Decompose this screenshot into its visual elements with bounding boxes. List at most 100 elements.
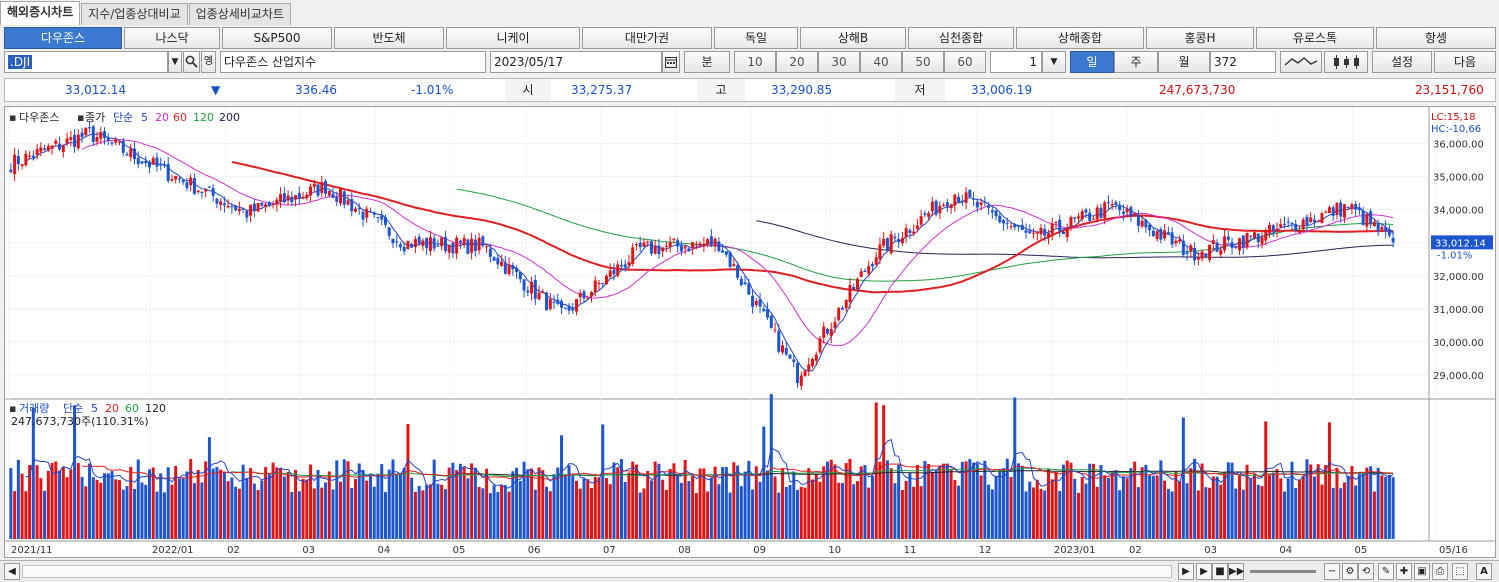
market-button-dow[interactable]: 다우존스 (4, 27, 122, 49)
volume-bar (1136, 487, 1140, 539)
candle-body (140, 161, 144, 164)
candle-body (1159, 229, 1163, 240)
next-button[interactable]: 다음 (1434, 51, 1496, 73)
candle-style-button[interactable] (1324, 51, 1368, 73)
market-button-nasdaq[interactable]: 나스닥 (124, 27, 220, 49)
volume-bar (1159, 460, 1163, 539)
volume-bar (567, 465, 571, 539)
date-field[interactable]: 2023/05/17 (490, 51, 662, 73)
tab-overseas-chart[interactable]: 해외증시차트 (0, 1, 81, 25)
volume-bar (537, 467, 541, 539)
interval-20[interactable]: 20 (776, 51, 818, 73)
minute-button[interactable]: 분 (684, 51, 730, 73)
fullscreen-button[interactable]: ⬚ (1452, 563, 1468, 580)
volume-bar (811, 479, 815, 539)
symbol-field[interactable]: .DJI (4, 51, 168, 73)
tab-index-compare[interactable]: 지수/업종상대비교 (81, 3, 188, 25)
zoom-slider[interactable] (1250, 570, 1316, 573)
symbol-dropdown[interactable]: ▼ (168, 51, 182, 73)
interval-50[interactable]: 50 (902, 51, 944, 73)
custom-interval-field[interactable]: 1 (990, 51, 1042, 73)
volume-bar (1106, 478, 1110, 539)
volume-bar (796, 489, 800, 539)
market-button-sp500[interactable]: S&P500 (222, 27, 332, 49)
fast-forward-button[interactable]: ▶▶ (1228, 563, 1244, 580)
stop-button[interactable]: ■ (1212, 563, 1228, 580)
candle-body (200, 192, 204, 194)
custom-interval-dropdown[interactable]: ▼ (1042, 51, 1066, 73)
market-button-semiconductor[interactable]: 반도체 (334, 27, 444, 49)
market-button-hangseng[interactable]: 항셍 (1376, 27, 1496, 49)
volume-bar (1260, 486, 1264, 539)
period-monthly[interactable]: 월 (1158, 51, 1210, 73)
reset-button[interactable]: ⟲ (1358, 563, 1374, 580)
volume-bar (987, 484, 991, 539)
price-tick-label: 32,000.00 (1433, 272, 1484, 283)
line-style-button[interactable] (1280, 51, 1322, 73)
print-icon: ⎙ (1436, 566, 1444, 577)
time-tick-label: 12 (979, 545, 992, 556)
interval-10[interactable]: 10 (734, 51, 776, 73)
time-tick-label: 09 (753, 545, 766, 556)
search-button[interactable] (183, 51, 200, 73)
volume-bar (1256, 484, 1260, 539)
scroll-left-button[interactable]: ◀ (4, 563, 20, 580)
calendar-button[interactable] (662, 51, 680, 73)
market-button-eurostoxx[interactable]: 유로스톡 (1256, 27, 1374, 49)
scroll-track[interactable] (22, 565, 1172, 578)
volume-bar (548, 491, 552, 539)
volume-bar (586, 479, 590, 539)
font-size-button[interactable]: A (1476, 563, 1492, 580)
market-button-taiwan[interactable]: 대만가권 (582, 27, 712, 49)
volume-bar (73, 405, 77, 539)
candle-body (552, 301, 556, 303)
candle-body (972, 198, 976, 200)
market-button-shanghai-b[interactable]: 상해B (800, 27, 906, 49)
scroll-right-button[interactable]: ▶ (1178, 563, 1194, 580)
volume-bar (1073, 478, 1077, 539)
volume-bar (1238, 474, 1242, 539)
interval-60[interactable]: 60 (944, 51, 986, 73)
volume-bar (552, 474, 556, 539)
draw-tool-button[interactable]: ✎ (1378, 563, 1394, 580)
chart-svg[interactable]: 36,000.0035,000.0034,000.0033,000.0032,0… (5, 107, 1495, 557)
candle-body (627, 262, 631, 266)
market-button-germany[interactable]: 독일 (714, 27, 798, 49)
candle-body (327, 190, 331, 196)
candle-body (1312, 219, 1316, 222)
volume-bar (477, 486, 481, 539)
market-button-nikkei[interactable]: 니케이 (446, 27, 580, 49)
print-button[interactable]: ⎙ (1432, 563, 1448, 580)
chart-settings-button[interactable]: ⚙ (1342, 563, 1358, 580)
candle-body (1264, 230, 1268, 241)
period-daily[interactable]: 일 (1070, 51, 1114, 73)
volume-bar (1185, 483, 1189, 539)
settings-button[interactable]: 설정 (1372, 51, 1432, 73)
candle-body (567, 305, 571, 311)
interval-30[interactable]: 30 (818, 51, 860, 73)
tab-sector-compare[interactable]: 업종상세비교차트 (188, 3, 291, 25)
market-button-shanghai-composite[interactable]: 상해종합 (1016, 27, 1144, 49)
candle-body (192, 178, 196, 195)
candle-body (1380, 227, 1384, 230)
candle-body (1384, 227, 1388, 232)
crosshair-button[interactable]: ✚ (1396, 563, 1412, 580)
interval-40[interactable]: 40 (860, 51, 902, 73)
market-button-hongkong-h[interactable]: 홍콩H (1146, 27, 1254, 49)
save-image-button[interactable]: ▣ (1414, 563, 1430, 580)
period-weekly[interactable]: 주 (1114, 51, 1158, 73)
market-button-shenzhen[interactable]: 심천종합 (908, 27, 1014, 49)
candle-body (1342, 204, 1346, 218)
candle-body (267, 202, 271, 206)
volume-bar (443, 489, 447, 539)
time-tick-label: 06 (528, 545, 541, 556)
chart-area[interactable]: 36,000.0035,000.0034,000.0033,000.0032,0… (4, 106, 1496, 558)
lock-button[interactable]: 옝 (201, 51, 216, 73)
volume-bar (222, 471, 226, 539)
volume-bar (391, 459, 395, 539)
period-count-field[interactable]: 372 (1210, 51, 1276, 73)
play-button[interactable]: ▶ (1196, 563, 1212, 580)
candle-body (114, 139, 118, 143)
volume-bar (646, 471, 650, 539)
zoom-out-button[interactable]: − (1324, 563, 1340, 580)
